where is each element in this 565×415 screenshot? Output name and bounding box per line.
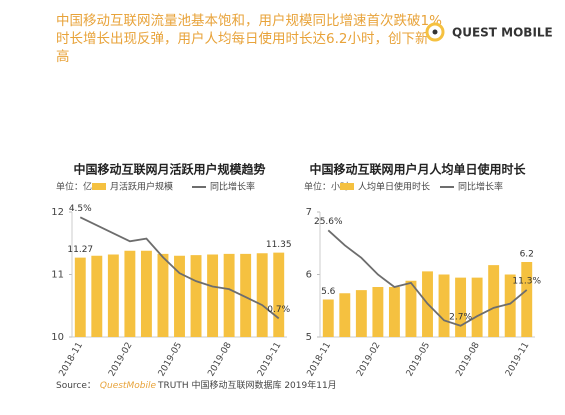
bar — [190, 255, 202, 337]
headline: 时长增长出现反弹，用户人均每日使用时长达6.2小时，创下新 — [56, 30, 428, 47]
bar — [157, 253, 169, 337]
source: Source： QuestMobile TRUTH 中国移动互联网数据库 2019年… — [56, 379, 337, 391]
bar — [140, 250, 152, 337]
logo-icon — [432, 29, 438, 35]
legend-label: 人均单日使用时长 — [358, 181, 430, 193]
value-label: 5.6 — [321, 287, 336, 297]
line — [327, 229, 528, 327]
bar — [471, 277, 483, 337]
y-tick-label: 12 — [51, 207, 64, 218]
logo: QUEST MOBILE — [452, 26, 553, 40]
value-label: 4.5% — [69, 204, 92, 214]
bar — [91, 255, 103, 337]
bar — [223, 253, 235, 337]
y-tick-label: 7 — [306, 207, 312, 218]
source-text: TRUTH 中国移动互联网数据库 2019年11月 — [157, 379, 337, 391]
legend-label: 同比增长率 — [210, 181, 255, 193]
bar — [174, 255, 185, 337]
bar — [240, 253, 252, 337]
value-label: 11.35 — [266, 240, 292, 250]
source-brand: QuestMobile — [100, 381, 157, 391]
logo-icon — [425, 22, 445, 42]
y-tick-label: 6 — [306, 270, 312, 281]
value-label: 11.27 — [67, 245, 93, 255]
line — [79, 216, 280, 320]
bar — [207, 254, 219, 337]
bar — [124, 250, 136, 337]
value-label: 0.7% — [267, 305, 290, 315]
legend-label: 月活跃用户规模 — [110, 181, 173, 193]
bar — [405, 280, 417, 337]
headline: 中国移动互联网流量池基本饱和，用户规模同比增速首次跌破1% — [56, 12, 442, 29]
unit-label: 单位：小时 — [304, 181, 349, 193]
bar — [322, 299, 334, 337]
bar — [504, 274, 516, 337]
value-label: 2.7% — [449, 312, 472, 322]
headline: 高 — [56, 48, 70, 65]
y-tick-label: 11 — [51, 270, 64, 281]
value-label: 11.3% — [512, 276, 541, 286]
bar — [521, 262, 533, 337]
bar — [488, 265, 500, 337]
bar — [256, 253, 268, 337]
bar — [339, 293, 351, 337]
value-label: 6.2 — [520, 250, 534, 260]
y-tick-label: 10 — [51, 332, 64, 343]
bar — [372, 287, 384, 337]
legend-swatch — [340, 183, 354, 190]
bar — [74, 257, 86, 337]
unit-label: 单位：亿 — [56, 181, 92, 193]
chart-title: 中国移动互联网用户月人均单日使用时长 — [309, 162, 526, 177]
source-label: Source： — [56, 381, 96, 391]
value-label: 25.6% — [314, 217, 343, 227]
legend-swatch — [92, 183, 106, 190]
bar — [355, 290, 367, 337]
legend-label: 同比增长率 — [458, 181, 503, 193]
bar — [273, 252, 285, 337]
bar — [455, 277, 467, 337]
bar — [438, 274, 450, 337]
bar — [107, 254, 119, 337]
chart-title: 中国移动互联网月活跃用户规模趋势 — [73, 162, 265, 177]
y-tick-label: 5 — [306, 332, 312, 343]
bar — [388, 287, 400, 337]
